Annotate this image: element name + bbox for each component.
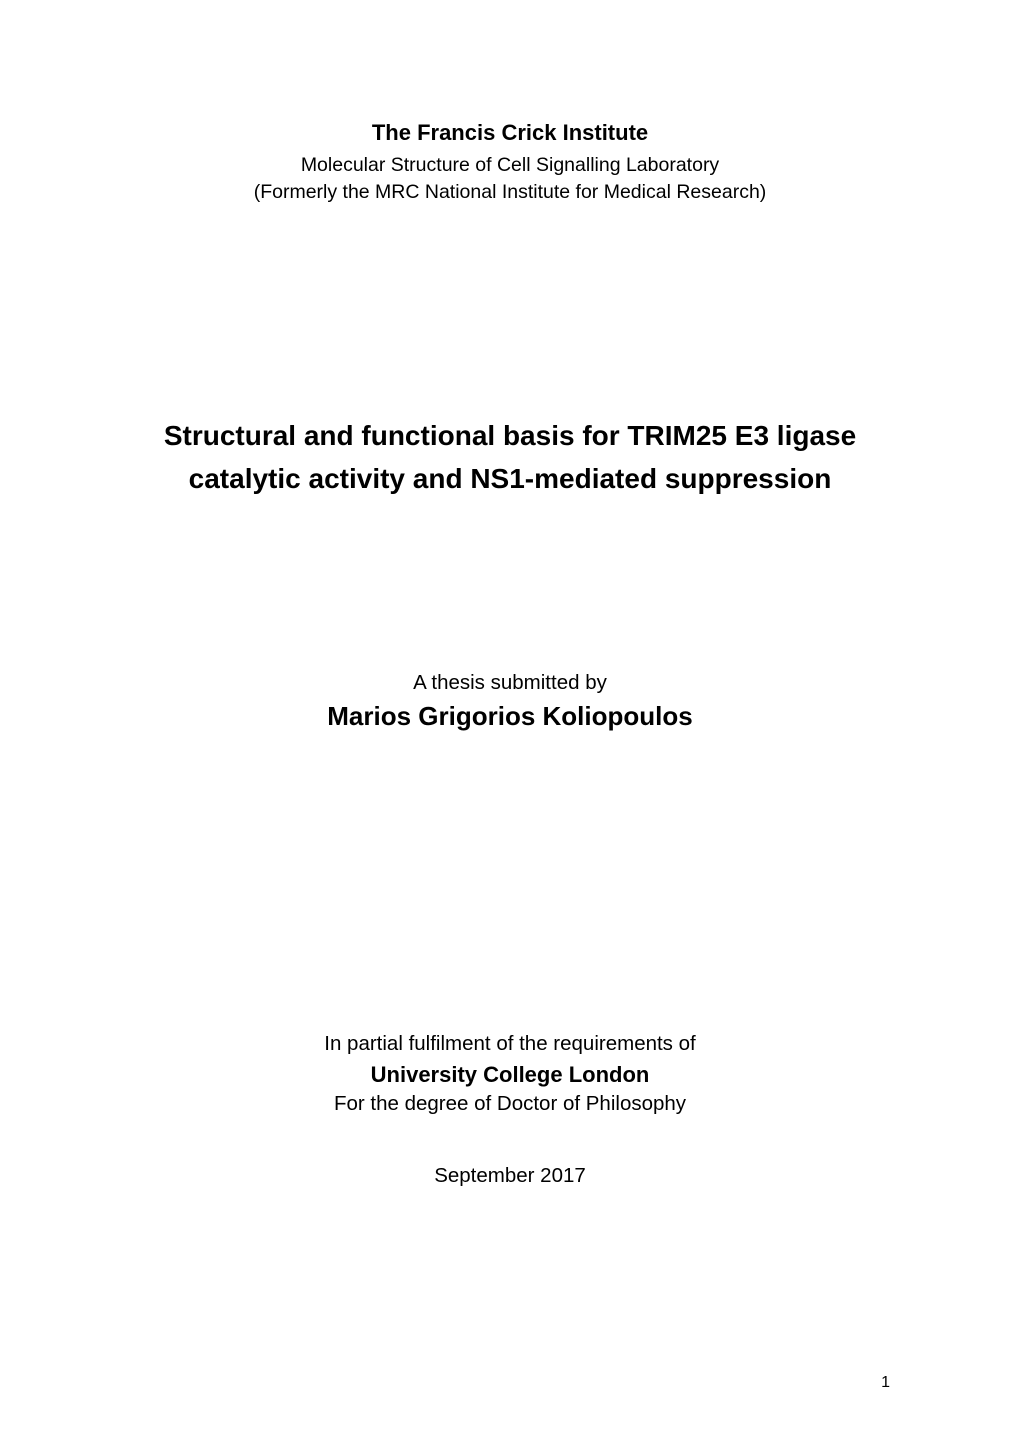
degree-text: For the degree of Doctor of Philosophy <box>130 1092 890 1116</box>
submission-date: September 2017 <box>130 1164 890 1188</box>
university-name: University College London <box>130 1062 890 1088</box>
laboratory-name: Molecular Structure of Cell Signalling L… <box>130 154 890 177</box>
thesis-title: Structural and functional basis for TRIM… <box>130 414 890 501</box>
title-page: The Francis Crick Institute Molecular St… <box>0 0 1020 1442</box>
thesis-title-line1: Structural and functional basis for TRIM… <box>130 414 890 457</box>
submitted-by-label: A thesis submitted by <box>130 671 890 695</box>
fulfilment-text: In partial fulfilment of the requirement… <box>130 1032 890 1056</box>
former-institute-name: (Formerly the MRC National Institute for… <box>130 181 890 204</box>
institute-name: The Francis Crick Institute <box>130 120 890 146</box>
page-number: 1 <box>881 1374 890 1392</box>
author-name: Marios Grigorios Koliopoulos <box>130 701 890 732</box>
thesis-title-line2: catalytic activity and NS1-mediated supp… <box>130 457 890 500</box>
